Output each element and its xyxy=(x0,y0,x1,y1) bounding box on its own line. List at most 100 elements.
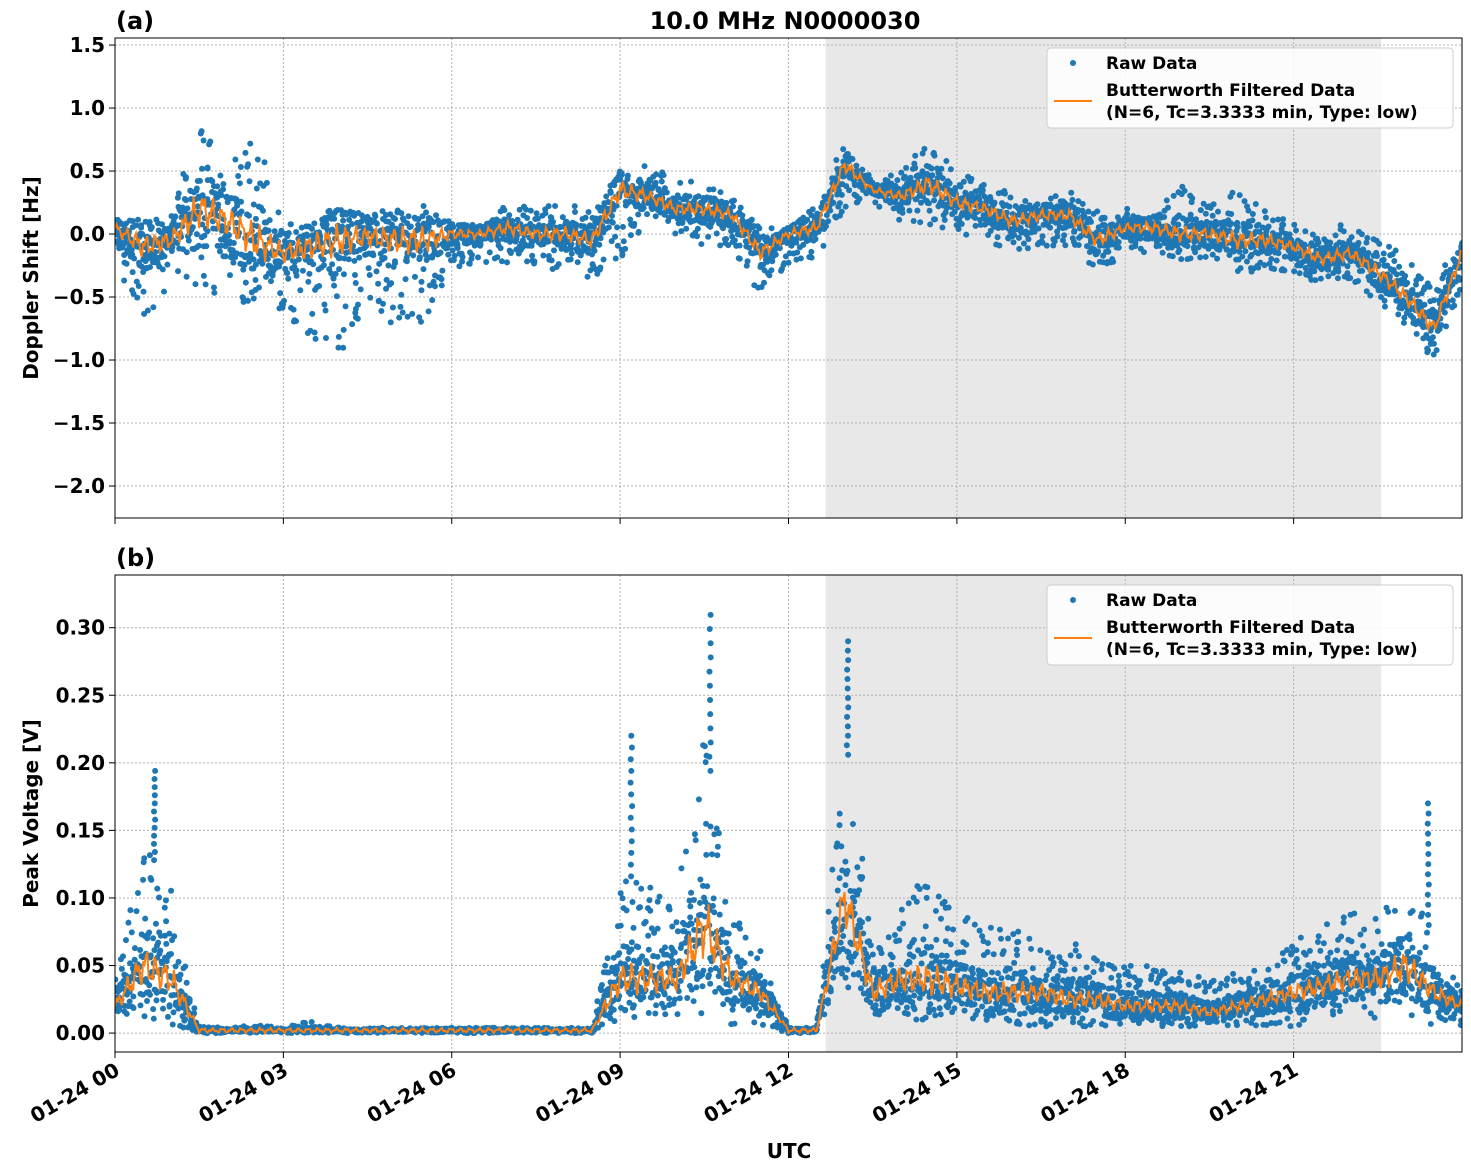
raw-point xyxy=(1297,270,1303,276)
raw-point xyxy=(1192,249,1198,255)
raw-point xyxy=(546,203,552,209)
raw-point xyxy=(732,237,738,243)
raw-point xyxy=(1291,268,1297,274)
raw-point xyxy=(1040,233,1046,239)
raw-point xyxy=(718,189,724,195)
raw-point xyxy=(119,966,125,972)
raw-point xyxy=(973,223,979,229)
raw-point xyxy=(211,284,217,290)
raw-point xyxy=(906,208,912,214)
raw-point xyxy=(1333,232,1339,238)
raw-point xyxy=(1347,275,1353,281)
raw-point xyxy=(199,166,205,172)
raw-point xyxy=(1364,235,1370,241)
raw-point xyxy=(730,204,736,210)
raw-point xyxy=(309,1019,315,1025)
raw-point xyxy=(686,193,692,199)
raw-point xyxy=(1188,255,1194,261)
x-tick-label: 01-24 21 xyxy=(1205,1058,1303,1128)
raw-point xyxy=(136,283,142,289)
raw-point xyxy=(1393,248,1399,254)
raw-point xyxy=(524,215,530,221)
raw-point xyxy=(635,211,641,217)
raw-point xyxy=(262,159,268,165)
raw-point xyxy=(406,213,412,219)
raw-point xyxy=(1016,246,1022,252)
raw-point xyxy=(1170,253,1176,259)
raw-point xyxy=(238,164,244,170)
raw-point xyxy=(141,289,147,295)
y-tick-label: 0.10 xyxy=(56,886,105,910)
raw-point xyxy=(153,921,159,927)
raw-point xyxy=(309,226,315,232)
y-tick-label: 0.00 xyxy=(56,1021,105,1045)
raw-point xyxy=(1268,256,1274,262)
raw-point xyxy=(714,231,720,237)
raw-point xyxy=(552,203,558,209)
x-tick-label: 01-24 09 xyxy=(531,1058,629,1128)
raw-point xyxy=(388,319,394,325)
raw-point xyxy=(184,249,190,255)
raw-point xyxy=(323,335,329,341)
raw-point xyxy=(392,216,398,222)
raw-point xyxy=(168,951,174,957)
raw-point xyxy=(804,217,810,223)
raw-point xyxy=(959,221,965,227)
raw-point xyxy=(156,951,162,957)
raw-point xyxy=(227,272,233,278)
raw-point xyxy=(1102,215,1108,221)
raw-point xyxy=(310,261,316,267)
raw-point xyxy=(429,297,435,303)
raw-point xyxy=(1401,320,1407,326)
raw-point xyxy=(199,128,205,134)
raw-point xyxy=(340,345,346,351)
raw-point xyxy=(833,157,839,163)
raw-point xyxy=(144,935,150,941)
raw-point xyxy=(142,916,148,922)
raw-point xyxy=(504,259,510,265)
raw-point xyxy=(1373,250,1379,256)
raw-point xyxy=(184,274,190,280)
raw-point xyxy=(1266,224,1272,230)
raw-point xyxy=(251,296,257,302)
raw-point xyxy=(1242,198,1248,204)
raw-point xyxy=(1053,193,1059,199)
raw-point xyxy=(334,293,340,299)
raw-point xyxy=(896,217,902,223)
raw-point xyxy=(794,250,800,256)
raw-point xyxy=(688,179,694,185)
raw-point xyxy=(297,287,303,293)
raw-point xyxy=(1382,298,1388,304)
raw-point xyxy=(398,304,404,310)
raw-point xyxy=(947,180,953,186)
raw-point xyxy=(412,274,418,280)
raw-point xyxy=(155,940,161,946)
raw-point xyxy=(284,270,290,276)
raw-point xyxy=(642,163,648,169)
raw-point xyxy=(336,334,342,340)
raw-point xyxy=(810,206,816,212)
raw-point xyxy=(1450,297,1456,303)
y-tick-label: −2.0 xyxy=(53,474,105,498)
raw-point xyxy=(839,192,845,198)
raw-point xyxy=(769,225,775,231)
raw-point xyxy=(850,156,856,162)
raw-point xyxy=(207,138,213,144)
raw-point xyxy=(575,259,581,265)
raw-point xyxy=(1211,201,1217,207)
raw-point xyxy=(672,230,678,236)
raw-point xyxy=(176,190,182,196)
raw-point xyxy=(445,252,451,258)
raw-point xyxy=(534,210,540,216)
raw-point xyxy=(586,209,592,215)
raw-point xyxy=(1443,323,1449,329)
raw-point xyxy=(162,989,168,995)
raw-point xyxy=(963,232,969,238)
raw-point xyxy=(165,1014,171,1020)
y-tick-label: 0.15 xyxy=(56,818,105,842)
raw-point xyxy=(723,236,729,242)
raw-point xyxy=(150,1006,156,1012)
raw-point xyxy=(432,283,438,289)
y-tick-label: −1.5 xyxy=(53,411,105,435)
